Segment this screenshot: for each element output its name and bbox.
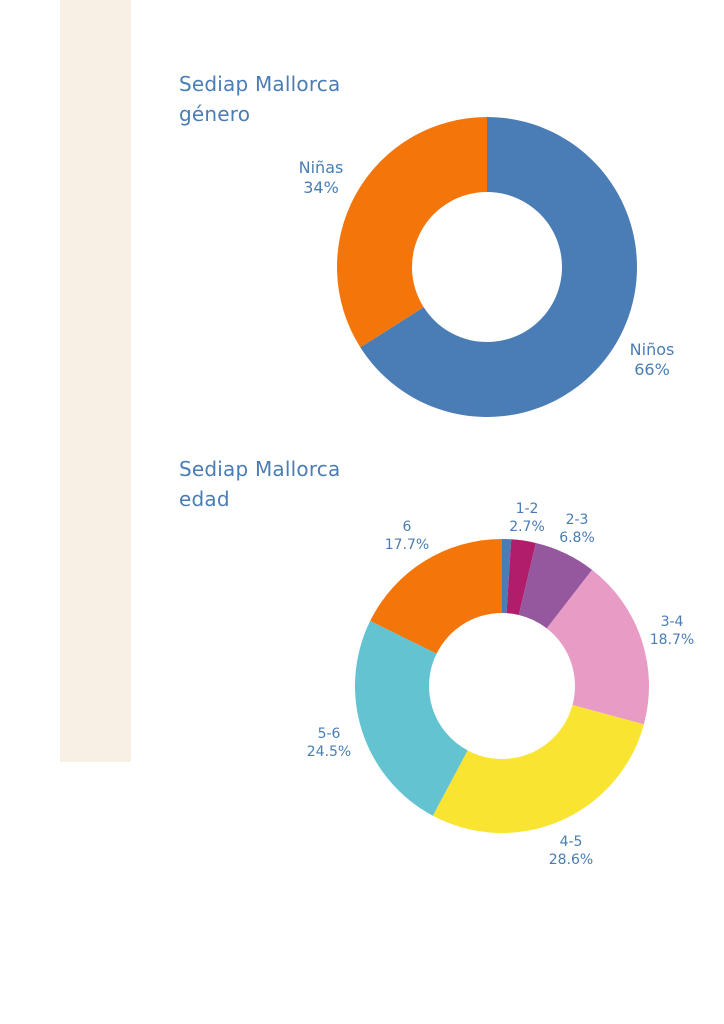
gender-chart-title: Sediap Mallorca género bbox=[179, 69, 340, 129]
age-label-4-5: 4-5 28.6% bbox=[549, 834, 593, 868]
age-chart-title: Sediap Mallorca edad bbox=[179, 454, 340, 514]
age-slice-unlabeled bbox=[502, 539, 512, 614]
age-label-6: 6 17.7% bbox=[385, 519, 429, 553]
age-slice-1-2 bbox=[506, 539, 536, 615]
age-slice-5-6 bbox=[355, 620, 468, 816]
gender-chart-title-line-1: Sediap Mallorca bbox=[179, 72, 341, 96]
age-chart-title-line-2: edad bbox=[179, 487, 230, 511]
age-chart-title-line-1: Sediap Mallorca bbox=[179, 457, 341, 481]
age-slice-2-3 bbox=[518, 542, 593, 629]
age-slice-3-4 bbox=[546, 569, 649, 725]
gender-slice-niños bbox=[360, 117, 637, 418]
gender-label-niños: Niños 66% bbox=[630, 340, 675, 379]
age-label-1-2: 1-2 2.7% bbox=[509, 501, 545, 535]
age-label-3-4: 3-4 18.7% bbox=[650, 614, 694, 648]
side-decorative-band bbox=[60, 0, 131, 762]
gender-chart-title-line-2: género bbox=[179, 102, 251, 126]
age-label-2-3: 2-3 6.8% bbox=[559, 512, 595, 546]
age-slice-6 bbox=[370, 539, 502, 654]
age-slice-4-5 bbox=[432, 705, 644, 833]
age-label-5-6: 5-6 24.5% bbox=[307, 726, 351, 760]
gender-slice-niñas bbox=[337, 116, 487, 348]
gender-label-niñas: Niñas 34% bbox=[299, 158, 344, 197]
